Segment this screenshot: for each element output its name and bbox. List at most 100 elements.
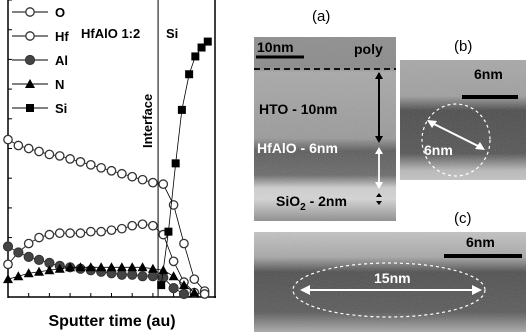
data-point-n	[116, 262, 127, 272]
poly-label: poly	[354, 41, 383, 57]
data-point-si	[197, 43, 206, 52]
data-point-n	[137, 262, 148, 272]
legend-label: Si	[55, 101, 67, 116]
data-point-o	[13, 140, 24, 151]
chart-legend: O Hf Al N Si	[12, 5, 69, 116]
legend-label: N	[55, 77, 64, 92]
legend-label: Hf	[55, 29, 69, 44]
data-point-n	[147, 263, 158, 273]
data-point-si	[191, 52, 200, 61]
depth-profile-chart: O Hf Al N Si HfAlO 1:2 Si Interface Sputter …	[2, 0, 216, 330]
data-point-hf	[3, 259, 13, 270]
series-layer	[2, 37, 212, 300]
tem-panel-b: 6nm 6nm	[400, 60, 526, 180]
interface-label: Interface	[140, 94, 155, 148]
data-point-hf	[44, 229, 55, 240]
data-point-o	[3, 134, 13, 145]
data-point-si	[203, 37, 212, 46]
data-point-al	[13, 247, 24, 258]
data-point-al	[127, 269, 138, 280]
data-point-hf	[75, 228, 86, 238]
tem-panel-a: 10nm poly HTO - 10nm HfAlO - 6nm SiO2 - …	[254, 37, 396, 221]
data-point-o	[106, 165, 117, 176]
data-point-al	[137, 271, 148, 282]
data-point-n	[75, 262, 86, 272]
data-point-n	[13, 271, 24, 281]
data-point-al	[147, 271, 158, 282]
data-point-n	[65, 262, 76, 272]
sio2-label-tail: - 2nm	[305, 193, 347, 209]
data-point-n	[34, 266, 45, 276]
legend-marker-al	[24, 54, 36, 66]
data-point-hf	[127, 220, 138, 231]
data-point-n	[189, 287, 200, 297]
data-point-o	[65, 154, 75, 164]
data-point-al	[178, 288, 190, 300]
scalebar-c-label: 6nm	[466, 234, 495, 250]
data-point-hf	[148, 220, 158, 231]
legend-marker-o	[25, 7, 35, 17]
data-point-n	[96, 262, 107, 272]
data-point-n	[85, 262, 96, 272]
hfalo-label: HfAlO - 6nm	[257, 140, 338, 156]
data-point-si	[157, 281, 166, 290]
data-point-al	[116, 269, 127, 280]
data-point-hf	[65, 228, 75, 238]
data-point-hf	[85, 226, 96, 237]
data-point-hf	[34, 232, 44, 243]
data-point-al	[23, 251, 34, 263]
data-point-o	[148, 177, 158, 188]
data-point-al	[2, 241, 14, 252]
legend-marker-si	[26, 104, 34, 112]
data-point-al	[33, 254, 45, 265]
legend-label: Al	[55, 53, 68, 68]
sio2-label-sub: 2	[300, 201, 306, 213]
data-point-o	[117, 168, 127, 179]
data-point-al	[158, 272, 169, 283]
scalebar-b-label: 6nm	[474, 66, 503, 82]
data-point-o	[189, 274, 200, 285]
tem-panel-c: 6nm 15nm	[254, 232, 526, 332]
data-point-hf	[23, 238, 34, 249]
data-point-hf	[168, 256, 179, 267]
legend-marker-n	[25, 79, 35, 88]
data-point-hf	[106, 225, 117, 236]
data-point-o	[44, 149, 55, 160]
data-point-o	[158, 179, 169, 189]
data-point-al	[168, 282, 179, 294]
scalebar-a-label: 10nm	[257, 39, 294, 55]
data-point-hf	[54, 228, 65, 238]
data-point-hf	[137, 219, 148, 230]
legend-item-si: Si	[12, 101, 67, 116]
data-point-hf	[117, 223, 127, 234]
legend-item-al: Al	[12, 53, 68, 68]
data-point-o	[23, 143, 34, 154]
data-point-o	[137, 174, 148, 185]
data-point-si	[185, 70, 194, 79]
data-point-n	[44, 265, 55, 275]
data-point-o	[75, 157, 86, 167]
x-axis-label: Sputter time (au)	[48, 313, 175, 330]
data-point-si	[164, 227, 173, 236]
measure-b-label: 6nm	[424, 142, 453, 158]
data-point-n	[178, 280, 189, 290]
panel-c-letter: (c)	[454, 210, 472, 227]
data-point-hf	[96, 226, 107, 237]
data-point-si	[171, 159, 180, 168]
data-point-n	[127, 262, 138, 272]
legend-marker-hf	[25, 31, 35, 41]
data-point-o	[85, 159, 96, 170]
series-si	[157, 37, 212, 290]
hto-label: HTO - 10nm	[259, 101, 338, 117]
data-point-si	[177, 105, 186, 114]
region-label-si: Si	[166, 26, 178, 41]
sio2-label: SiO2 - 2nm	[276, 193, 347, 213]
sio2-label-main: SiO	[276, 193, 301, 209]
data-point-o	[54, 151, 65, 161]
data-point-n	[54, 263, 65, 273]
legend-label: O	[55, 5, 65, 20]
data-point-n	[23, 268, 34, 278]
data-point-o	[179, 238, 189, 249]
data-point-o	[34, 146, 44, 157]
data-point-n	[106, 262, 117, 272]
